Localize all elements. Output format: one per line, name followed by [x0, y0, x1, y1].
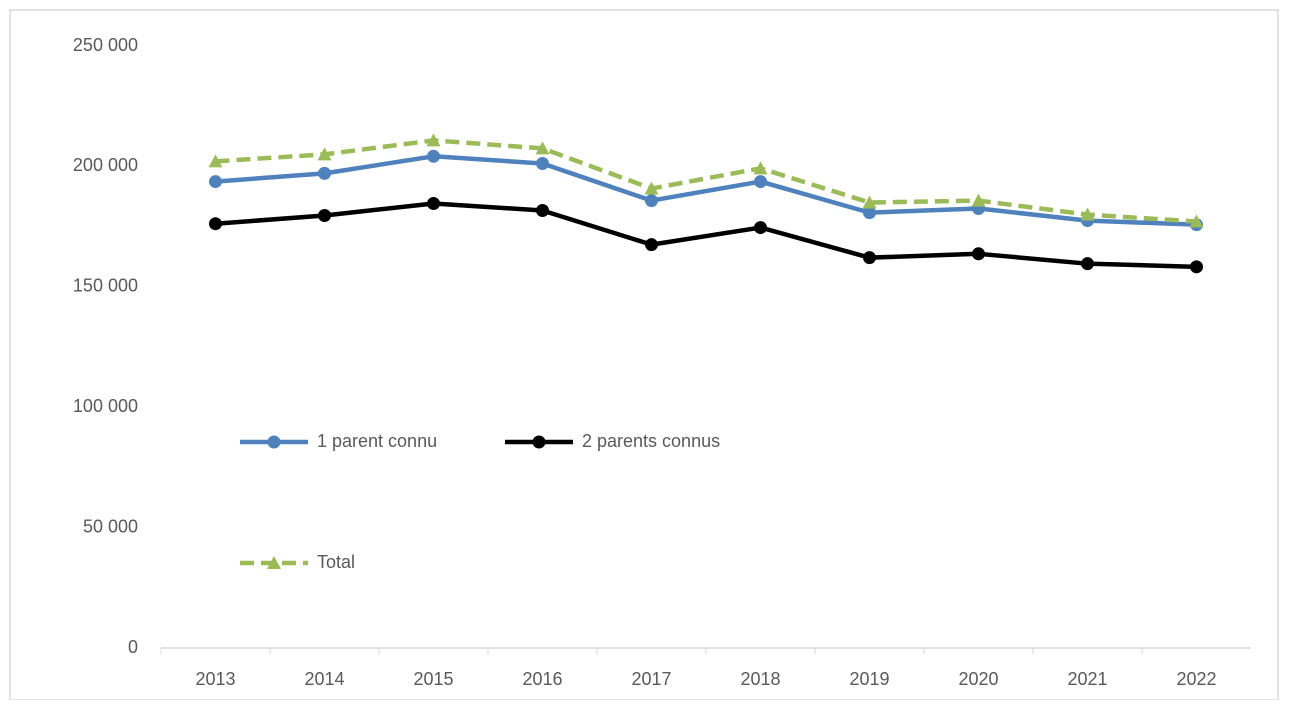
x-tick-label: 2021: [1067, 669, 1107, 689]
data-point: [644, 181, 659, 195]
legend-marker: [532, 435, 546, 449]
data-point: [318, 166, 331, 180]
data-point: [1190, 260, 1203, 274]
data-point: [753, 161, 768, 175]
x-tick-label: 2019: [849, 669, 889, 689]
y-tick-label: 100 000: [73, 396, 138, 416]
data-point: [536, 157, 549, 171]
data-point: [645, 238, 658, 252]
data-point: [754, 175, 767, 189]
y-tick-label: 50 000: [83, 516, 138, 536]
data-point: [863, 206, 876, 220]
data-point: [427, 149, 440, 163]
data-point: [535, 141, 550, 155]
data-point: [427, 196, 440, 210]
data-point: [863, 251, 876, 265]
data-point: [208, 154, 223, 168]
x-tick-label: 2016: [522, 669, 562, 689]
data-point: [1081, 257, 1094, 271]
series-line: [215, 201, 1197, 270]
data-point: [317, 147, 332, 161]
y-tick-label: 250 000: [73, 35, 138, 55]
x-tick-label: 2017: [631, 669, 671, 689]
data-point: [209, 217, 222, 231]
data-point: [1189, 214, 1204, 228]
x-tick-label: 2018: [740, 669, 780, 689]
legend-label: Total: [317, 552, 355, 572]
data-point: [862, 195, 877, 209]
legend-marker: [267, 435, 281, 449]
chart-frame: [9, 9, 1279, 701]
y-tick-label: 0: [128, 637, 138, 657]
data-point: [209, 175, 222, 189]
y-tick-label: 200 000: [73, 155, 138, 175]
x-tick-label: 2013: [195, 669, 235, 689]
data-point: [1080, 207, 1095, 221]
data-point: [971, 193, 986, 207]
legend-label: 1 parent connu: [317, 431, 437, 451]
legend-label: 2 parents connus: [582, 431, 720, 451]
data-point: [318, 209, 331, 223]
x-tick-label: 2020: [958, 669, 998, 689]
data-point: [426, 133, 441, 147]
x-tick-label: 2014: [304, 669, 344, 689]
data-point: [645, 194, 658, 208]
y-tick-label: 150 000: [73, 276, 138, 296]
legend-marker: [267, 556, 281, 569]
data-point: [972, 247, 985, 261]
series-line: [215, 154, 1197, 227]
data-point: [536, 203, 549, 217]
x-tick-label: 2015: [413, 669, 453, 689]
x-tick-label: 2022: [1176, 669, 1216, 689]
data-point: [754, 221, 767, 235]
